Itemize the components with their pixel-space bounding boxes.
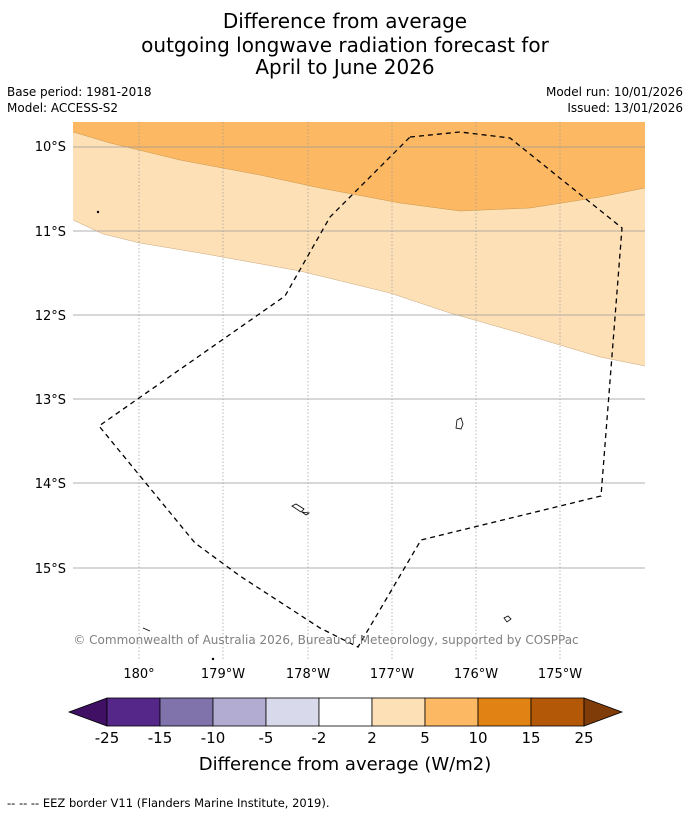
colorbar-tick-label: 2 bbox=[367, 729, 377, 747]
lat-label: 14°S bbox=[35, 477, 66, 492]
colorbar-tick-label: -2 bbox=[312, 729, 327, 747]
lon-label: 180° bbox=[123, 667, 154, 682]
lat-label: 13°S bbox=[35, 393, 66, 408]
issued-date: Issued: 13/01/2026 bbox=[567, 101, 683, 115]
colorbar-extend-max bbox=[583, 697, 624, 727]
title-line-2: outgoing longwave radiation forecast for bbox=[141, 33, 549, 57]
colorbar-segment bbox=[212, 697, 267, 727]
colorbar-label: Difference from average (W/m2) bbox=[199, 754, 491, 775]
colorbar-segment bbox=[159, 697, 214, 727]
islet-bottom bbox=[211, 657, 215, 660]
lon-label: 177°W bbox=[370, 667, 414, 682]
colorbar-tick-label: 5 bbox=[420, 729, 430, 747]
map: © Commonwealth of Australia 2026, Bureau… bbox=[35, 122, 645, 682]
model-name: Model: ACCESS-S2 bbox=[7, 101, 119, 115]
eez-legend-text: EEZ border V11 (Flanders Marine Institut… bbox=[42, 796, 330, 810]
colorbar: -25 -15 -10 -5 -2 2 5 10 15 25 Difference from av… bbox=[67, 697, 624, 775]
lat-label: 12°S bbox=[35, 309, 66, 324]
model-run: Model run: 10/01/2026 bbox=[545, 85, 683, 99]
lon-label: 176°W bbox=[454, 667, 498, 682]
islands bbox=[96, 210, 512, 660]
colorbar-segment bbox=[371, 697, 426, 727]
colorbar-tick-label: -5 bbox=[259, 729, 274, 747]
graticule bbox=[73, 122, 645, 660]
colorbar-segment bbox=[530, 697, 585, 727]
title-line-3: April to June 2026 bbox=[255, 55, 435, 79]
lon-labels: 180° 179°W 178°W 177°W 176°W 175°W bbox=[123, 667, 582, 682]
colorbar-tick-label: 15 bbox=[521, 729, 540, 747]
island-east bbox=[455, 417, 464, 430]
colorbar-segment bbox=[424, 697, 479, 727]
colorbar-tick-label: 10 bbox=[468, 729, 487, 747]
anomaly-band-5-10 bbox=[73, 122, 645, 211]
lon-label: 175°W bbox=[538, 667, 582, 682]
island-west bbox=[291, 503, 305, 513]
colorbar-extend-min bbox=[67, 697, 108, 727]
colorbar-tick-label: -25 bbox=[95, 729, 120, 747]
band-5-10-edge bbox=[73, 131, 645, 212]
colorbar-segment bbox=[106, 697, 161, 727]
lon-label: 179°W bbox=[201, 667, 245, 682]
lat-label: 15°S bbox=[35, 562, 66, 577]
colorbar-segment bbox=[318, 697, 373, 727]
island-west-2 bbox=[301, 511, 311, 516]
band-2-5-edge bbox=[73, 219, 645, 367]
eez-legend-marker: -- -- -- bbox=[7, 796, 40, 810]
lon-label: 178°W bbox=[286, 667, 330, 682]
eez-legend: -- -- -- EEZ border V11 (Flanders Marine… bbox=[7, 796, 330, 810]
colorbar-tick-label: 25 bbox=[574, 729, 593, 747]
colorbar-tick-label: -15 bbox=[148, 729, 173, 747]
colorbar-segment bbox=[477, 697, 532, 727]
base-period: Base period: 1981-2018 bbox=[7, 85, 152, 99]
title-line-1: Difference from average bbox=[222, 9, 468, 33]
island-south bbox=[503, 615, 512, 623]
lat-labels: 10°S 11°S 12°S 13°S 14°S 15°S bbox=[35, 140, 66, 577]
colorbar-segment bbox=[265, 697, 320, 727]
copyright: © Commonwealth of Australia 2026, Bureau… bbox=[73, 633, 578, 647]
lat-label: 11°S bbox=[35, 225, 66, 240]
colorbar-tick-label: -10 bbox=[201, 729, 226, 747]
island-southwest bbox=[142, 627, 151, 632]
islet-north bbox=[96, 210, 100, 214]
lat-label: 10°S bbox=[35, 140, 66, 155]
